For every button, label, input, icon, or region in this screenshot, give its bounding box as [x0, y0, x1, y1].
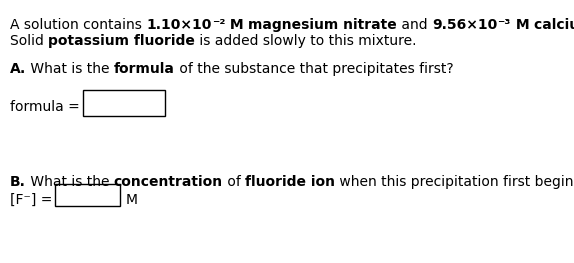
Bar	[83, 90, 165, 116]
Text: What is the: What is the	[26, 62, 114, 76]
Text: of: of	[223, 175, 245, 189]
Text: A.: A.	[10, 62, 26, 76]
Text: when this precipitation first begins?: when this precipitation first begins?	[335, 175, 574, 189]
Text: 1.10×10: 1.10×10	[146, 18, 212, 32]
Text: concentration: concentration	[114, 175, 223, 189]
Text: formula =: formula =	[10, 100, 80, 114]
Text: fluoride ion: fluoride ion	[245, 175, 335, 189]
Text: 9.56×10: 9.56×10	[432, 18, 498, 32]
Bar	[55, 184, 121, 206]
Text: A solution contains: A solution contains	[10, 18, 146, 32]
Text: calcium acetate: calcium acetate	[534, 18, 574, 32]
Text: potassium fluoride: potassium fluoride	[48, 34, 195, 48]
Text: magnesium nitrate: magnesium nitrate	[249, 18, 397, 32]
Text: [F⁻] =: [F⁻] =	[10, 193, 52, 207]
Text: and: and	[397, 18, 432, 32]
Text: of the substance that precipitates first?: of the substance that precipitates first…	[175, 62, 453, 76]
Text: formula: formula	[114, 62, 175, 76]
Text: M: M	[125, 193, 137, 207]
Text: ⁻²: ⁻²	[212, 18, 225, 32]
Text: What is the: What is the	[26, 175, 114, 189]
Text: ⁻³: ⁻³	[498, 18, 511, 32]
Text: M: M	[511, 18, 534, 32]
Text: M: M	[225, 18, 249, 32]
Text: is added slowly to this mixture.: is added slowly to this mixture.	[195, 34, 417, 48]
Text: Solid: Solid	[10, 34, 48, 48]
Text: B.: B.	[10, 175, 26, 189]
